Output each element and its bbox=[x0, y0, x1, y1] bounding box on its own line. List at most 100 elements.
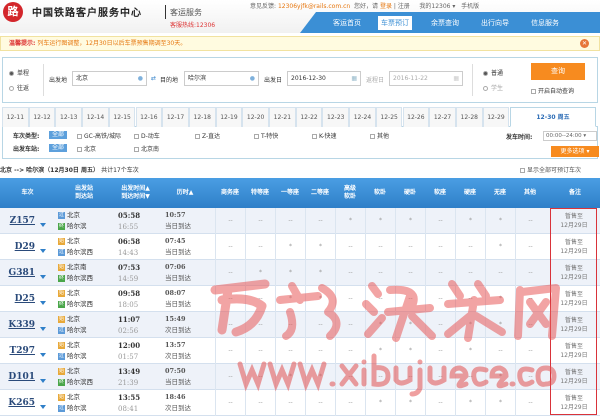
railway-logo-icon[interactable]: 路 bbox=[3, 2, 23, 22]
more-options-button[interactable]: 更多选项 ▾ bbox=[551, 146, 599, 157]
from-input[interactable]: 北京 ● bbox=[72, 71, 147, 86]
date-tab[interactable]: 12-18 bbox=[188, 107, 216, 127]
date-tab[interactable]: 12-28 bbox=[455, 107, 483, 127]
nav-ticket-query[interactable]: 余票查询 bbox=[431, 19, 459, 27]
departure-time: 05:58 bbox=[118, 211, 141, 220]
register-link[interactable]: 注册 bbox=[397, 3, 410, 10]
date-label: 出发日 bbox=[264, 77, 283, 84]
seat-availability: * bbox=[305, 364, 335, 390]
date-tab[interactable]: 12-17 bbox=[162, 107, 189, 127]
date-tab[interactable]: 12-24 bbox=[349, 107, 376, 127]
mobile-link[interactable]: 手机版 bbox=[461, 3, 480, 10]
chevron-down-icon[interactable] bbox=[40, 405, 46, 409]
seat-availability: * bbox=[455, 390, 485, 416]
chevron-down-icon[interactable] bbox=[40, 301, 46, 305]
chevron-down-icon[interactable] bbox=[40, 275, 46, 279]
seat-availability: -- bbox=[425, 260, 455, 286]
date-tab[interactable]: 12-14 bbox=[82, 107, 109, 127]
duration-value: 08:07 bbox=[165, 289, 186, 297]
train-number-link[interactable]: G381 bbox=[8, 268, 35, 278]
type-checkbox-t[interactable]: T-特快 bbox=[254, 131, 278, 140]
type-checkbox-z[interactable]: Z-直达 bbox=[195, 131, 220, 140]
date-tab[interactable]: 12-26 bbox=[402, 107, 430, 127]
date-tab[interactable]: 12-27 bbox=[429, 107, 456, 127]
station-tag-icon: 终 bbox=[58, 378, 65, 386]
train-row: G381 始北京南终哈尔滨西 07:53 14:59 07:06 当日到达 -- * * *… bbox=[0, 260, 600, 286]
date-tab[interactable]: 12-16 bbox=[135, 107, 163, 127]
date-tab[interactable]: 12-13 bbox=[55, 107, 83, 127]
departure-time: 07:53 bbox=[118, 263, 141, 272]
date-tab-active[interactable]: 12-30 周五 bbox=[510, 107, 596, 127]
date-tab[interactable]: 12-12 bbox=[28, 107, 56, 127]
seat-availability: * bbox=[455, 208, 485, 234]
station-checkbox-beijingnan[interactable]: 北京南 bbox=[134, 144, 159, 153]
chevron-down-icon[interactable] bbox=[40, 353, 46, 357]
sale-note: 暂售至 12月29日 bbox=[560, 369, 588, 385]
to-station: 哈尔滨 bbox=[67, 352, 87, 360]
student-ticket-radio[interactable]: 学生 bbox=[483, 83, 503, 92]
train-number-link[interactable]: K339 bbox=[8, 320, 35, 330]
date-tab[interactable]: 12-21 bbox=[269, 107, 296, 127]
nav-info-service[interactable]: 信息服务 bbox=[531, 19, 559, 27]
type-checkbox-k[interactable]: K-快速 bbox=[312, 131, 336, 140]
to-input[interactable]: 哈尔滨 ● bbox=[184, 71, 259, 86]
return-date-input[interactable]: 2016-11-22 ▦ bbox=[389, 71, 463, 86]
chevron-down-icon[interactable] bbox=[40, 249, 46, 253]
departure-time-select[interactable]: 00:00--24:00 ▾ bbox=[543, 131, 597, 141]
my12306-menu[interactable]: 我的12306 ▾ bbox=[419, 3, 456, 10]
train-number-link[interactable]: D25 bbox=[14, 294, 35, 304]
query-button[interactable]: 查询 bbox=[531, 63, 585, 80]
column-header[interactable]: 出发时间▲ 到达时间▼ bbox=[121, 185, 150, 200]
column-header[interactable]: 历时▲ bbox=[176, 189, 194, 196]
date-tab[interactable]: 12-25 bbox=[375, 107, 403, 127]
chevron-down-icon[interactable] bbox=[40, 379, 46, 383]
column-header: 二等座 bbox=[310, 189, 329, 196]
date-tab[interactable]: 12-15 bbox=[108, 107, 136, 127]
chevron-down-icon[interactable] bbox=[40, 223, 46, 227]
round-trip-radio[interactable]: 往返 bbox=[9, 83, 29, 92]
normal-ticket-radio[interactable]: 普通 bbox=[483, 68, 503, 77]
notice-bar: 温馨提示: 列车运行图调整，12月30日以后车票预售期调至30天。 ✕ bbox=[0, 36, 600, 51]
train-number-link[interactable]: T297 bbox=[9, 346, 35, 356]
nav-ticket-booking[interactable]: 车票预订 bbox=[378, 16, 412, 30]
station-tag-icon: 始 bbox=[58, 237, 65, 245]
nav-home[interactable]: 客运首页 bbox=[333, 19, 361, 27]
auto-query-checkbox[interactable]: 开启自动查询 bbox=[531, 86, 574, 95]
seat-availability: -- bbox=[245, 234, 275, 260]
close-icon[interactable]: ✕ bbox=[580, 39, 589, 48]
swap-icon[interactable]: ⇄ bbox=[151, 75, 157, 82]
type-checkbox-gc[interactable]: GC-高铁/城际 bbox=[77, 131, 121, 140]
station-all-button[interactable]: 全部 bbox=[49, 144, 68, 152]
nav-travel-guide[interactable]: 出行向导 bbox=[481, 19, 509, 27]
seat-availability: -- bbox=[515, 390, 545, 416]
date-tab[interactable]: 12-11 bbox=[2, 107, 29, 127]
type-checkbox-d[interactable]: D-动车 bbox=[134, 131, 160, 140]
train-number-link[interactable]: D29 bbox=[14, 242, 35, 252]
seat-availability: * bbox=[365, 338, 395, 364]
date-tab[interactable]: 12-29 bbox=[482, 107, 510, 127]
login-link[interactable]: 登录 bbox=[379, 3, 392, 10]
train-number-link[interactable]: K265 bbox=[8, 398, 35, 408]
type-checkbox-other[interactable]: 其他 bbox=[370, 131, 389, 140]
station-checkbox-beijing[interactable]: 北京 bbox=[77, 144, 96, 153]
one-way-radio[interactable]: 单程 bbox=[9, 68, 29, 77]
duration: 18:46 次日到达 bbox=[165, 390, 210, 416]
date-tab[interactable]: 12-20 bbox=[242, 107, 269, 127]
site-header: 路 中国铁路客户服务中心 客运服务 客服热线:12306 意见反馈: 12306… bbox=[0, 0, 600, 33]
date-tab[interactable]: 12-23 bbox=[322, 107, 350, 127]
train-row: Z157 过北京终哈尔滨 05:58 16:55 10:57 当日到达 -- -- -- -… bbox=[0, 208, 600, 234]
chevron-down-icon[interactable] bbox=[40, 327, 46, 331]
show-all-checkbox[interactable]: 显示全部可预订车次 bbox=[520, 165, 581, 174]
date-input[interactable]: 2016-12-30 ▦ bbox=[287, 71, 361, 86]
arrival-time: 08:41 bbox=[118, 405, 139, 413]
feedback-email-link[interactable]: 12306yjfk@rails.com.cn bbox=[277, 3, 351, 10]
train-type-all-button[interactable]: 全部 bbox=[49, 131, 68, 139]
date-tab[interactable]: 12-22 bbox=[295, 107, 323, 127]
departure-time: 11:07 bbox=[118, 315, 141, 324]
arrival-day: 当日到达 bbox=[165, 300, 191, 308]
seat-availability: -- bbox=[425, 208, 455, 234]
date-tab[interactable]: 12-19 bbox=[215, 107, 243, 127]
seat-availability: * bbox=[365, 208, 395, 234]
train-number-link[interactable]: Z157 bbox=[9, 216, 35, 226]
train-number-link[interactable]: D101 bbox=[8, 372, 35, 382]
